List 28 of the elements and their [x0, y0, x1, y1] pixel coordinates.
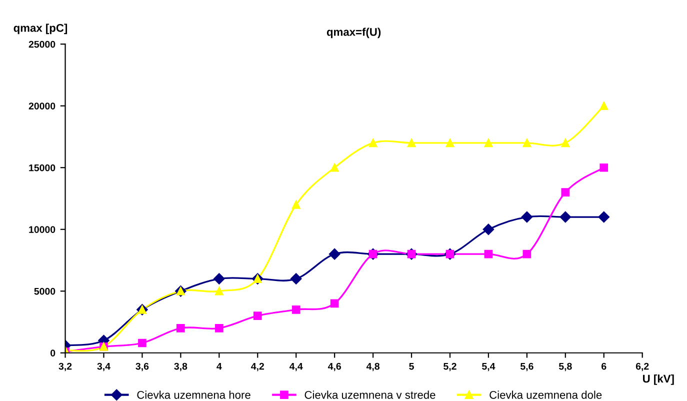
x-tick-label: 5 [409, 362, 414, 370]
legend-label: Cievka uzemnena dole [490, 390, 602, 399]
y-tick-label: 20000 [28, 102, 56, 110]
chart-title: qmax=f(U) [326, 28, 381, 38]
x-tick-label: 3,2 [58, 362, 72, 372]
x-tick-label: 4,4 [289, 362, 303, 372]
x-tick-label: 5,8 [558, 362, 572, 372]
y-tick-label: 0 [50, 350, 56, 356]
x-tick-label: 3,4 [97, 362, 110, 372]
x-tick-label: 4,6 [328, 362, 341, 372]
x-axis-title: U [kV] [643, 374, 674, 385]
x-tick-label: 4,8 [366, 362, 380, 372]
y-tick-label: 15000 [29, 164, 56, 172]
y-tick-label: 5000 [34, 288, 56, 295]
x-tick-label: 6,2 [636, 362, 649, 372]
x-tick-label: 4 [216, 362, 222, 370]
y-tick-label: 10000 [29, 226, 56, 233]
x-tick-label: 5,2 [444, 362, 456, 372]
y-axis-title: qmax [pC] [14, 24, 68, 34]
legend-label: Cievka uzemnena v strede [304, 390, 436, 399]
x-tick-label: 5,6 [520, 362, 534, 372]
x-tick-label: 6 [602, 362, 606, 370]
legend-label: Cievka uzemnena hore [137, 390, 250, 399]
x-tick-label: 3,8 [174, 362, 188, 372]
y-tick-label: 25000 [28, 40, 56, 48]
x-tick-label: 5,4 [482, 362, 496, 372]
x-tick-label: 4,2 [251, 362, 264, 372]
x-tick-label: 3,6 [136, 362, 149, 372]
